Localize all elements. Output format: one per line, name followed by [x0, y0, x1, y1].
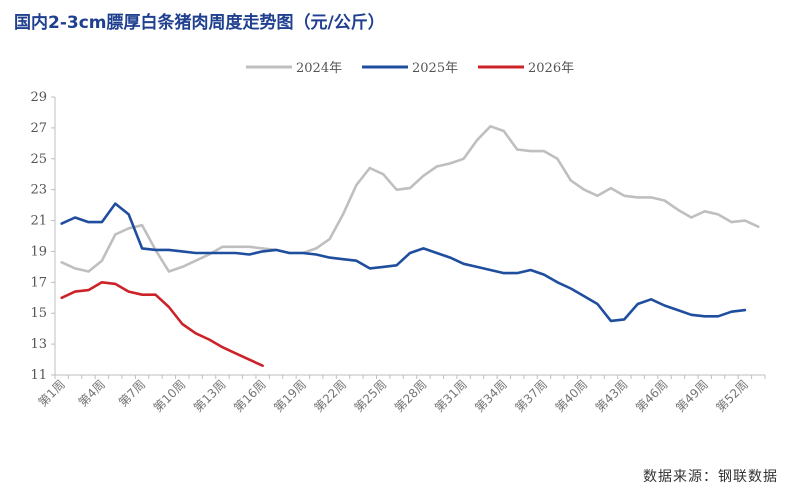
legend-label-2025: 2025年 [412, 61, 458, 76]
x-tick-label: 第22周 [311, 377, 349, 415]
x-tick-label: 第43周 [593, 377, 631, 415]
legend-label-2024: 2024年 [296, 61, 342, 76]
series-line-2026年 [60, 280, 264, 368]
x-tick-label: 第16周 [231, 377, 269, 415]
x-axis-ticks: 第1周 第4周 第7周 第10周 第13周 第16周 第19周 第22周 第25周 第28周 第31… [36, 375, 766, 415]
x-tick-label: 第31周 [432, 377, 470, 415]
x-tick-label: 第28周 [392, 377, 430, 415]
x-tick-label: 第10周 [151, 377, 189, 415]
x-tick-label: 第4周 [76, 377, 108, 409]
x-tick-label: 第7周 [116, 377, 148, 409]
x-tick-label: 第40周 [553, 377, 591, 415]
y-tick-label: 17 [30, 275, 47, 290]
y-tick-label: 29 [30, 90, 47, 105]
y-tick-label: 11 [30, 368, 47, 383]
series-line-2025年 [60, 202, 747, 323]
series-lines [60, 125, 760, 368]
x-tick-label: 第19周 [271, 377, 309, 415]
legend: 2024年 2025年 2026年 [246, 61, 574, 76]
y-tick-label: 25 [30, 152, 47, 167]
y-tick-label: 19 [30, 244, 47, 259]
y-tick-label: 15 [30, 306, 47, 321]
axes [54, 97, 765, 376]
y-axis-ticks: 11 13 15 17 19 21 23 25 27 29 [30, 90, 55, 383]
x-tick-label: 第37周 [512, 377, 550, 415]
x-tick-label: 第52周 [713, 377, 751, 415]
x-tick-label: 第25周 [352, 377, 390, 415]
x-tick-label: 第46周 [633, 377, 671, 415]
x-tick-label: 第49周 [673, 377, 711, 415]
x-tick-label: 第13周 [191, 377, 229, 415]
y-tick-label: 27 [30, 121, 47, 136]
chart-title: 国内2-3cm膘厚白条猪肉周度走势图（元/公斤） [14, 13, 385, 33]
y-tick-label: 13 [30, 337, 47, 352]
series-line-2024年 [60, 125, 760, 273]
data-source: 数据来源：钢联数据 [643, 469, 778, 485]
x-tick-label: 第34周 [472, 377, 510, 415]
y-tick-label: 21 [30, 214, 47, 229]
legend-label-2026: 2026年 [528, 61, 574, 76]
y-tick-label: 23 [30, 183, 47, 198]
